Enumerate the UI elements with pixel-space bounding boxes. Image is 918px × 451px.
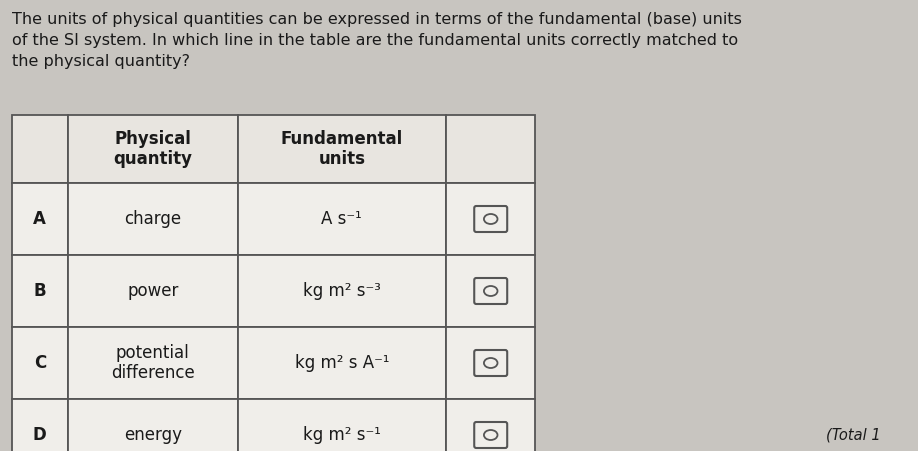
Bar — [446, 183, 535, 255]
Text: Fundamental
units: Fundamental units — [281, 129, 403, 168]
Text: potential
difference: potential difference — [111, 344, 195, 382]
Bar — [446, 327, 535, 399]
Text: kg m² s A⁻¹: kg m² s A⁻¹ — [295, 354, 389, 372]
Bar — [68, 115, 238, 183]
Text: A: A — [33, 210, 46, 228]
Text: charge: charge — [124, 210, 182, 228]
Text: energy: energy — [124, 426, 182, 444]
Text: kg m² s⁻¹: kg m² s⁻¹ — [303, 426, 381, 444]
Bar — [446, 115, 535, 183]
FancyBboxPatch shape — [475, 350, 508, 376]
Text: B: B — [33, 282, 46, 300]
Bar — [238, 399, 446, 451]
FancyBboxPatch shape — [475, 206, 508, 232]
Bar — [238, 183, 446, 255]
Text: A s⁻¹: A s⁻¹ — [321, 210, 363, 228]
Bar — [68, 255, 238, 327]
Bar — [12, 255, 68, 327]
Bar — [238, 327, 446, 399]
Text: kg m² s⁻³: kg m² s⁻³ — [303, 282, 381, 300]
Text: Physical
quantity: Physical quantity — [113, 129, 192, 168]
Bar — [446, 255, 535, 327]
Bar — [446, 399, 535, 451]
Text: D: D — [33, 426, 47, 444]
FancyBboxPatch shape — [475, 422, 508, 448]
Bar — [12, 399, 68, 451]
Bar — [12, 327, 68, 399]
FancyBboxPatch shape — [475, 278, 508, 304]
Bar — [238, 115, 446, 183]
Bar — [68, 183, 238, 255]
Bar — [68, 327, 238, 399]
Bar — [12, 183, 68, 255]
Text: C: C — [34, 354, 46, 372]
Text: The units of physical quantities can be expressed in terms of the fundamental (b: The units of physical quantities can be … — [12, 12, 742, 69]
Text: (Total 1: (Total 1 — [826, 428, 880, 443]
Bar — [238, 255, 446, 327]
Bar — [68, 399, 238, 451]
Bar — [12, 115, 68, 183]
Text: power: power — [127, 282, 178, 300]
